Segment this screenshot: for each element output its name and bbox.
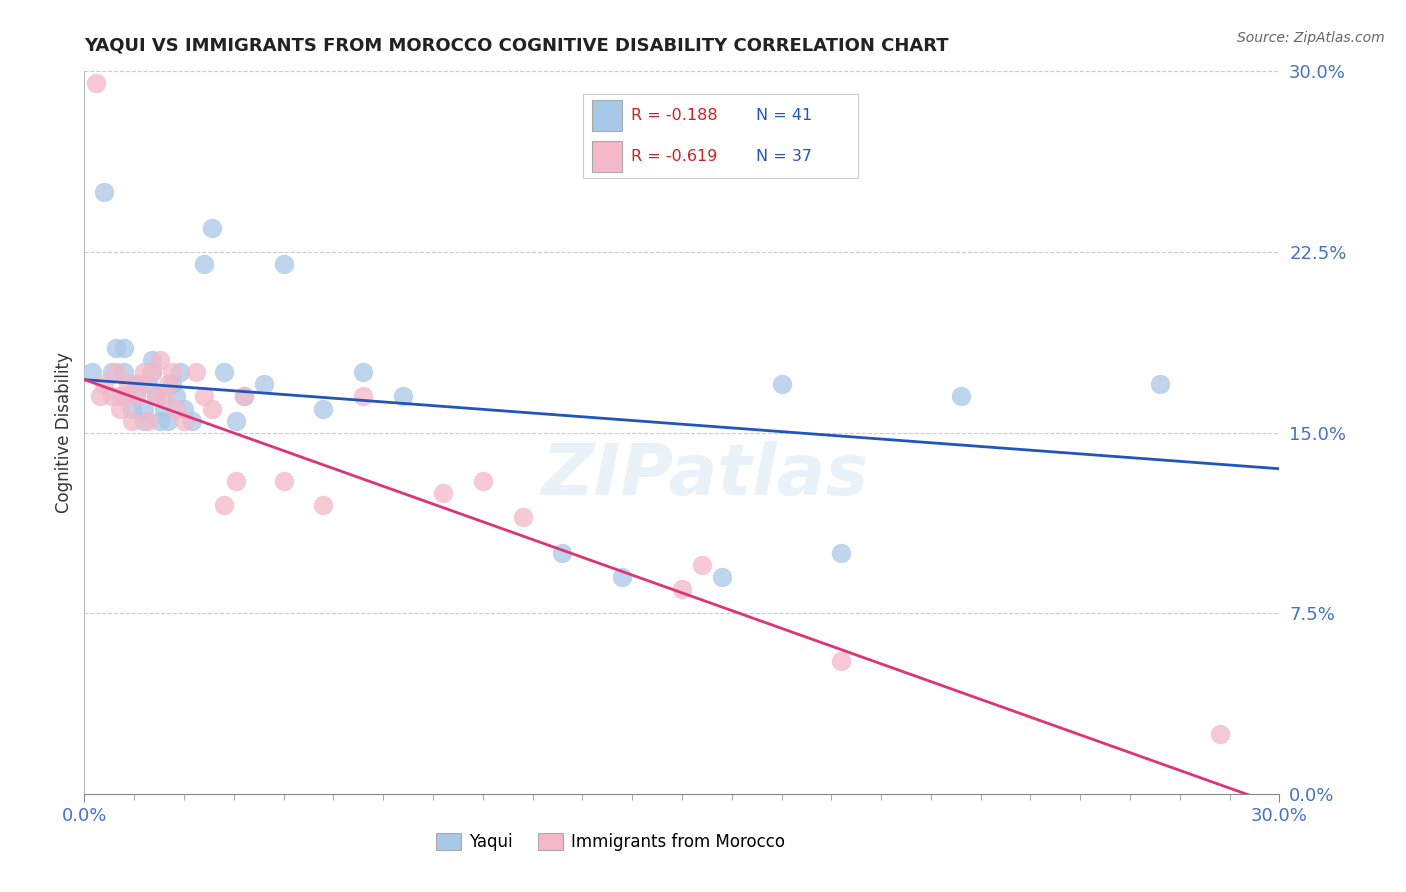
Point — [136, 377, 159, 392]
Bar — [592, 141, 621, 171]
Point — [82, 366, 104, 380]
Point — [512, 510, 534, 524]
Point — [141, 353, 163, 368]
Point — [110, 401, 132, 416]
Point — [312, 401, 335, 416]
Point — [273, 257, 295, 271]
Point — [101, 366, 124, 380]
Point — [193, 257, 215, 271]
Point — [105, 366, 128, 380]
Point — [830, 546, 852, 560]
Point — [830, 655, 852, 669]
Point — [690, 558, 713, 573]
Point — [352, 366, 374, 380]
Point — [136, 414, 159, 428]
Point — [612, 570, 634, 584]
Text: N = 41: N = 41 — [756, 108, 813, 123]
Point — [160, 366, 183, 380]
Point — [153, 389, 176, 403]
Point — [273, 474, 295, 488]
Point — [132, 414, 156, 428]
Point — [165, 389, 187, 403]
Point — [145, 389, 167, 403]
Point — [149, 353, 172, 368]
Point — [112, 366, 135, 380]
Point — [93, 377, 115, 392]
Text: R = -0.619: R = -0.619 — [631, 149, 718, 164]
Point — [105, 342, 128, 356]
Point — [117, 377, 139, 392]
Bar — [592, 101, 621, 131]
Point — [121, 401, 143, 416]
Point — [392, 389, 415, 403]
Text: Source: ZipAtlas.com: Source: ZipAtlas.com — [1237, 31, 1385, 45]
Point — [169, 366, 191, 380]
Point — [1149, 377, 1171, 392]
Point — [149, 414, 172, 428]
Text: ZIPatlas: ZIPatlas — [543, 442, 869, 510]
Point — [949, 389, 972, 403]
Point — [770, 377, 793, 392]
Point — [141, 366, 163, 380]
Point — [121, 414, 143, 428]
Point — [181, 414, 204, 428]
Y-axis label: Cognitive Disability: Cognitive Disability — [55, 352, 73, 513]
Point — [165, 401, 187, 416]
Point — [232, 389, 254, 403]
Point — [112, 342, 135, 356]
Point — [312, 498, 335, 512]
Point — [145, 389, 167, 403]
Point — [101, 389, 124, 403]
Text: N = 37: N = 37 — [756, 149, 813, 164]
Point — [112, 389, 135, 403]
Point — [225, 474, 247, 488]
Point — [160, 377, 183, 392]
Point — [432, 485, 454, 500]
Point — [1209, 726, 1232, 740]
Point — [471, 474, 494, 488]
Text: R = -0.188: R = -0.188 — [631, 108, 718, 123]
Point — [173, 401, 195, 416]
Point — [173, 414, 195, 428]
Point — [132, 401, 156, 416]
Point — [551, 546, 574, 560]
Point — [132, 366, 156, 380]
Point — [141, 366, 163, 380]
Point — [212, 366, 235, 380]
Point — [212, 498, 235, 512]
Point — [352, 389, 374, 403]
Point — [86, 77, 108, 91]
Point — [125, 389, 148, 403]
Point — [671, 582, 693, 596]
Point — [125, 377, 148, 392]
Point — [184, 366, 207, 380]
Point — [253, 377, 276, 392]
Point — [93, 185, 115, 199]
Point — [125, 389, 148, 403]
Point — [710, 570, 733, 584]
Point — [129, 377, 152, 392]
Point — [201, 221, 224, 235]
Point — [201, 401, 224, 416]
Point — [157, 414, 180, 428]
Point — [232, 389, 254, 403]
Point — [157, 377, 180, 392]
Point — [153, 401, 176, 416]
Point — [89, 389, 111, 403]
Point — [193, 389, 215, 403]
Point — [225, 414, 247, 428]
Legend: Yaqui, Immigrants from Morocco: Yaqui, Immigrants from Morocco — [429, 826, 792, 858]
Text: YAQUI VS IMMIGRANTS FROM MOROCCO COGNITIVE DISABILITY CORRELATION CHART: YAQUI VS IMMIGRANTS FROM MOROCCO COGNITI… — [84, 37, 949, 54]
Point — [110, 389, 132, 403]
